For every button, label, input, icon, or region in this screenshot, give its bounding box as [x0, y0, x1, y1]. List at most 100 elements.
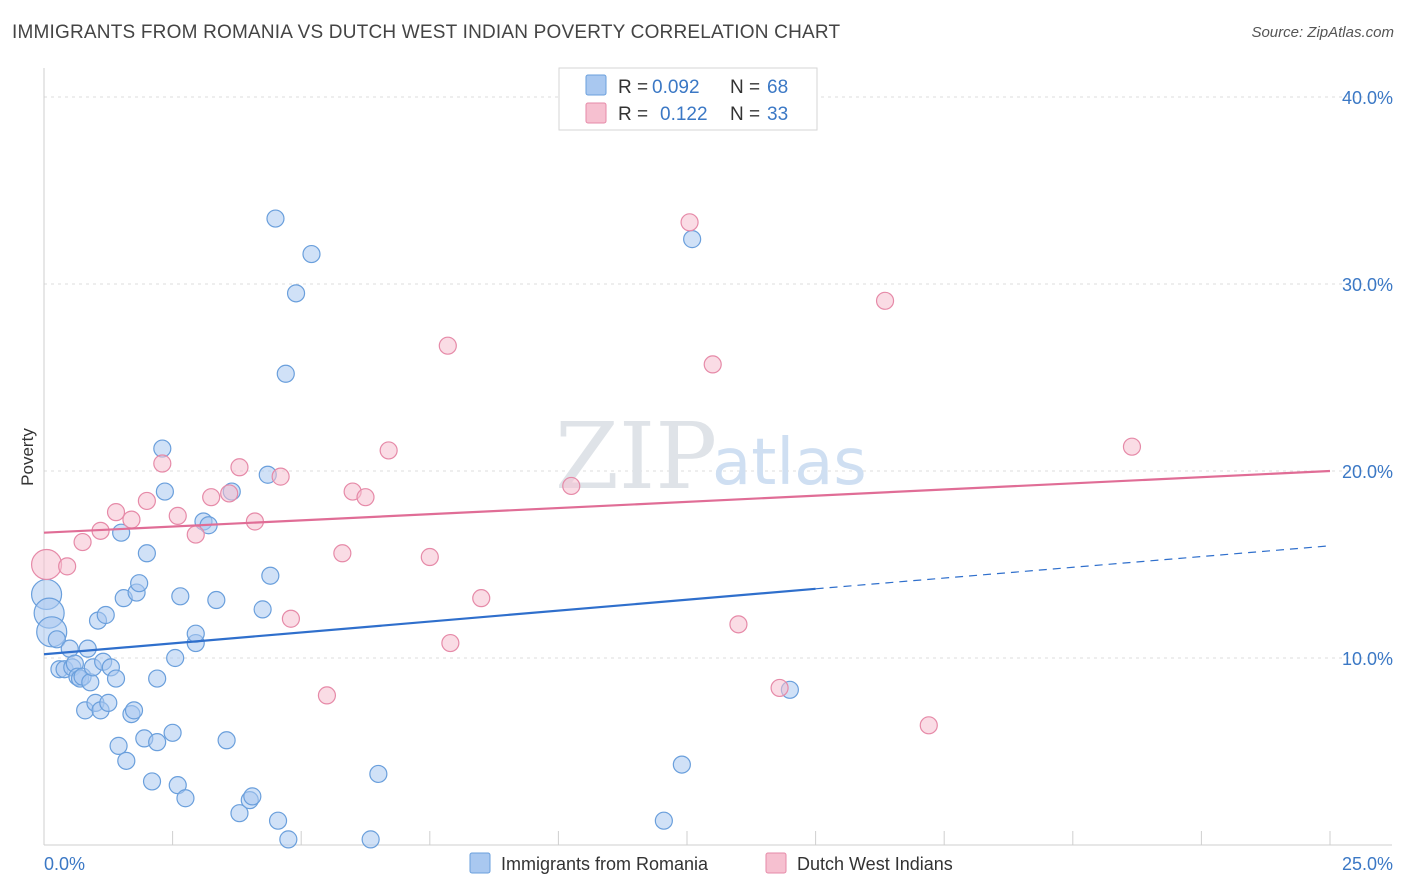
- point-series-1-12: [230, 458, 249, 477]
- point-series-0-45: [186, 624, 205, 643]
- point-series-1-1: [58, 557, 77, 576]
- chart-title: IMMIGRANTS FROM ROMANIA VS DUTCH WEST IN…: [12, 22, 841, 43]
- point-series-0-23: [106, 669, 126, 688]
- point-series-0-43: [176, 789, 195, 808]
- point-series-0-3: [47, 630, 66, 649]
- grid-lines: [44, 96, 1392, 659]
- trend-line-series-1: [43, 469, 1331, 534]
- point-series-1-27: [703, 355, 722, 374]
- point-series-0-57: [266, 209, 285, 228]
- point-series-0-24: [109, 736, 128, 755]
- point-series-1-8: [168, 506, 187, 525]
- y-tick-label-2: 30.0%: [1342, 275, 1393, 295]
- point-series-1-16: [317, 686, 337, 705]
- chart-source: Source: ZipAtlas.com: [1251, 24, 1394, 41]
- point-series-0-40: [166, 648, 185, 668]
- legend-r-label-2: R =: [618, 104, 648, 125]
- legend-n-label-1: N =: [730, 77, 760, 98]
- point-series-0-34: [142, 772, 162, 791]
- point-series-0-29: [124, 701, 144, 720]
- point-series-1-22: [438, 336, 457, 355]
- trend-line-series-0: [43, 587, 816, 656]
- point-series-0-58: [268, 811, 288, 830]
- point-series-0-35: [148, 669, 167, 688]
- x-tick-label-0: 0.0%: [44, 854, 85, 874]
- point-series-0-64: [369, 764, 388, 784]
- point-series-1-32: [1122, 437, 1142, 456]
- trend-extension-series-0: [815, 545, 1331, 590]
- y-tick-label-0: 10.0%: [1342, 649, 1393, 669]
- watermark: ZIP atlas: [555, 403, 867, 510]
- point-series-0-20: [96, 605, 115, 625]
- legend-swatch-romania: [585, 74, 607, 96]
- point-series-0-51: [230, 804, 249, 823]
- watermark-atlas: atlas: [712, 426, 867, 500]
- point-series-0-67: [683, 230, 702, 249]
- point-series-0-65: [654, 811, 673, 830]
- point-series-0-14: [81, 673, 100, 692]
- legend-r-value-2: 0.122: [660, 104, 708, 125]
- point-series-0-53: [243, 787, 262, 806]
- point-series-0-21: [99, 693, 118, 712]
- bottom-legend-label-dutch-west-indians: Dutch West Indians: [797, 854, 953, 874]
- point-series-1-4: [106, 503, 126, 522]
- axes: [43, 68, 1392, 846]
- point-series-1-20: [379, 441, 398, 460]
- point-series-1-10: [202, 488, 221, 507]
- point-series-1-28: [729, 615, 748, 634]
- point-series-0-60: [279, 830, 298, 849]
- point-series-0-27: [117, 751, 136, 770]
- point-series-1-30: [875, 291, 895, 310]
- point-series-1-7: [153, 454, 172, 473]
- point-series-0-31: [130, 574, 149, 593]
- point-series-1-0: [30, 548, 63, 581]
- point-series-0-61: [286, 284, 306, 303]
- legend-r-label-1: R =: [618, 77, 648, 98]
- point-series-0-66: [672, 755, 691, 774]
- point-series-0-48: [207, 590, 226, 610]
- point-series-0-49: [217, 731, 236, 750]
- point-series-0-54: [253, 600, 272, 619]
- legend-n-value-2: 33: [767, 104, 788, 125]
- legend-r-value-1: 0.092: [652, 77, 700, 98]
- point-series-0-42: [171, 587, 190, 606]
- bottom-legend: Immigrants from Romania Dutch West India…: [469, 852, 953, 874]
- x-tick-label-1: 25.0%: [1342, 854, 1393, 874]
- y-axis-title: Poverty: [18, 428, 37, 486]
- bottom-legend-swatch-dutch-west-indians: [765, 852, 787, 874]
- point-series-1-2: [73, 532, 92, 552]
- point-series-1-15: [281, 609, 301, 628]
- bottom-legend-swatch-romania: [469, 852, 491, 874]
- point-series-0-59: [276, 364, 295, 383]
- point-series-1-17: [333, 544, 352, 563]
- point-series-0-38: [155, 482, 174, 501]
- point-series-1-31: [919, 716, 938, 735]
- point-series-1-6: [137, 491, 156, 511]
- legend-n-label-2: N =: [730, 104, 760, 125]
- point-series-0-62: [302, 244, 321, 264]
- point-series-1-25: [562, 476, 581, 496]
- point-series-1-9: [186, 525, 205, 544]
- data-points: [30, 209, 1142, 849]
- legend-n-value-1: 68: [767, 77, 788, 98]
- point-series-0-36: [148, 733, 167, 752]
- point-series-1-5: [122, 510, 141, 529]
- legend-box: R = 0.092 N = 68 R = 0.122 N = 33: [558, 67, 818, 131]
- point-series-1-24: [472, 589, 491, 608]
- point-series-0-39: [163, 723, 182, 742]
- point-series-1-26: [680, 213, 699, 232]
- point-series-0-63: [361, 830, 380, 849]
- y-tick-label-3: 40.0%: [1342, 88, 1393, 108]
- y-tick-label-1: 20.0%: [1342, 462, 1393, 482]
- point-series-1-11: [220, 484, 239, 503]
- bottom-legend-label-romania: Immigrants from Romania: [501, 854, 709, 874]
- point-series-1-23: [441, 633, 460, 653]
- tick-labels: 10.0% 20.0% 30.0% 40.0% 0.0% 25.0%: [44, 88, 1393, 874]
- watermark-zip: ZIP: [555, 403, 717, 510]
- point-series-1-14: [271, 467, 290, 486]
- point-series-0-13: [78, 639, 97, 658]
- point-series-0-33: [137, 544, 156, 563]
- point-series-1-21: [420, 547, 439, 567]
- point-series-1-29: [770, 678, 789, 698]
